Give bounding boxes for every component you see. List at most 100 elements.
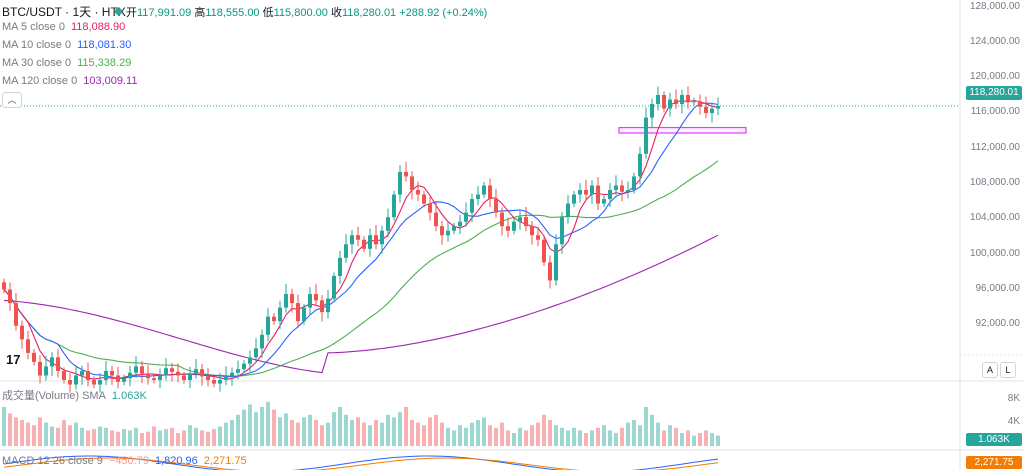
candle-body bbox=[272, 316, 276, 322]
candle-body bbox=[674, 99, 678, 105]
volume-bar bbox=[308, 414, 312, 446]
candle-body bbox=[44, 366, 48, 376]
volume-bar bbox=[464, 427, 468, 446]
candle-body bbox=[608, 190, 612, 200]
volume-bar bbox=[44, 422, 48, 446]
candle-body bbox=[86, 370, 90, 380]
candle-body bbox=[212, 380, 216, 384]
candle-body bbox=[704, 106, 708, 114]
last-price-tag: 118,280.01 bbox=[966, 86, 1022, 100]
volume-bar bbox=[56, 427, 60, 446]
volume-bar bbox=[206, 431, 210, 446]
volume-bar bbox=[374, 420, 378, 446]
candle-body bbox=[416, 190, 420, 195]
volume-bar bbox=[548, 420, 552, 446]
candle-body bbox=[218, 380, 222, 384]
ma30-legend[interactable]: MA 30 close 0 115,338.29 bbox=[2, 57, 131, 69]
ma30-label: MA 30 close 0 bbox=[2, 57, 72, 69]
candle-body bbox=[572, 194, 576, 204]
volume-bar bbox=[560, 427, 564, 446]
volume-bar bbox=[26, 422, 30, 446]
ma10-value: 118,081.30 bbox=[77, 39, 132, 51]
candle-body bbox=[428, 203, 432, 213]
volume-bar bbox=[356, 417, 360, 446]
candle-body bbox=[26, 339, 30, 353]
candle-body bbox=[302, 307, 306, 322]
candle-body bbox=[326, 298, 330, 313]
candle-body bbox=[344, 244, 348, 258]
auto-scale-button[interactable]: A bbox=[982, 362, 998, 378]
volume-bar bbox=[614, 433, 618, 446]
candle-body bbox=[404, 171, 408, 177]
candle-body bbox=[242, 363, 246, 370]
volume-bar bbox=[608, 430, 612, 446]
volume-bar bbox=[620, 427, 624, 446]
volume-bar bbox=[494, 427, 498, 446]
log-scale-button[interactable]: L bbox=[1000, 362, 1016, 378]
volume-bar bbox=[170, 427, 174, 446]
candle-body bbox=[392, 194, 396, 218]
volume-bar bbox=[404, 407, 408, 446]
candle-body bbox=[368, 235, 372, 249]
ma10-legend[interactable]: MA 10 close 0 118,081.30 bbox=[2, 39, 131, 51]
volume-tag: 1.063K bbox=[966, 433, 1022, 446]
candle-body bbox=[230, 372, 234, 377]
ma5-legend[interactable]: MA 5 close 0 118,088.90 bbox=[2, 21, 125, 33]
volume-bar bbox=[686, 430, 690, 446]
volume-bar bbox=[578, 430, 582, 446]
candle-body bbox=[464, 212, 468, 222]
volume-bar bbox=[164, 429, 168, 446]
candle-body bbox=[638, 153, 642, 177]
collapse-legend-button[interactable]: ︿ bbox=[2, 92, 22, 108]
macd-legend[interactable]: MACD 12 26 close 9 −450.79 1,820.96 2,271.7… bbox=[2, 455, 247, 467]
candle-body bbox=[122, 378, 126, 382]
volume-bar bbox=[590, 430, 594, 446]
candle-body bbox=[254, 348, 258, 358]
volume-bar bbox=[110, 430, 114, 446]
candle-body bbox=[164, 368, 168, 376]
volume-bar bbox=[644, 407, 648, 446]
volume-value: 1.063K bbox=[111, 390, 147, 402]
candle-body bbox=[128, 372, 132, 379]
volume-bar bbox=[218, 426, 222, 446]
volume-bar bbox=[86, 430, 90, 446]
volume-bar bbox=[194, 427, 198, 446]
volume-bar bbox=[158, 430, 162, 446]
candle-body bbox=[50, 357, 54, 367]
candle-body bbox=[422, 194, 426, 204]
tradingview-logo[interactable]: 17 bbox=[6, 352, 21, 367]
candle-body bbox=[548, 262, 552, 281]
candle-body bbox=[668, 99, 672, 109]
volume-bar bbox=[188, 425, 192, 446]
ma30-line bbox=[3, 160, 719, 377]
candle-body bbox=[134, 366, 138, 373]
volume-bar bbox=[272, 409, 276, 446]
volume-bar bbox=[314, 420, 318, 446]
volume-bar bbox=[596, 427, 600, 446]
candle-body bbox=[314, 294, 318, 301]
candle-body bbox=[476, 194, 480, 200]
price-tick: 128,000.00 bbox=[969, 1, 1020, 12]
ma120-legend[interactable]: MA 120 close 0 103,009.11 bbox=[2, 75, 137, 87]
volume-bar bbox=[398, 412, 402, 446]
volume-legend[interactable]: 成交量(Volume) SMA 1.063K bbox=[2, 387, 147, 403]
volume-bar bbox=[362, 422, 366, 446]
price-tick: 96,000.00 bbox=[975, 283, 1021, 294]
volume-bar bbox=[632, 420, 636, 446]
volume-bar bbox=[710, 433, 714, 446]
volume-bar bbox=[410, 420, 414, 446]
volume-bar bbox=[80, 427, 84, 446]
candle-body bbox=[74, 375, 78, 385]
price-tick: 124,000.00 bbox=[969, 36, 1020, 47]
macd-signal-value: 2,271.75 bbox=[203, 455, 247, 467]
volume-bar bbox=[128, 430, 132, 446]
volume-bar bbox=[266, 401, 270, 446]
candle-body bbox=[338, 257, 342, 276]
symbol-title[interactable]: BTC/USDT · 1天 · HTX bbox=[2, 5, 126, 19]
volume-bar bbox=[422, 425, 426, 446]
volume-bar bbox=[14, 417, 18, 446]
volume-bar bbox=[380, 422, 384, 446]
candle-body bbox=[224, 376, 228, 380]
candle-body bbox=[176, 371, 180, 376]
